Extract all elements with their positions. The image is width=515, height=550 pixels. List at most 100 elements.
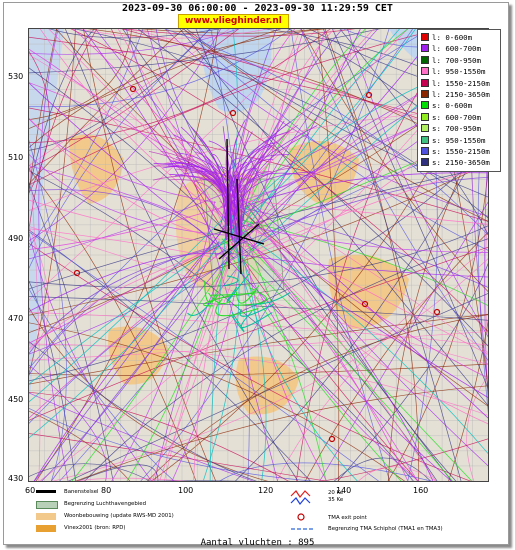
legend-swatch [421,33,429,41]
flight-track [209,208,229,487]
flight-track [298,23,494,297]
flight-track [212,462,451,487]
flight-track [23,337,272,487]
flight-track [235,285,260,304]
flight-track [223,275,239,287]
flight-track [240,310,273,328]
flight-tracks [0,2,515,513]
flight-track [226,205,494,427]
flight-track [23,77,235,259]
flight-track [23,313,494,386]
flight-track [178,23,494,253]
legend-label: l: 950-1550m [432,67,486,77]
flight-track [193,227,245,487]
flight-track [246,255,330,487]
flight-track [67,221,254,487]
flight-track [230,131,253,235]
flight-track [23,198,250,248]
flight-track [30,219,232,487]
flight-track [230,123,494,487]
flight-track [160,23,494,219]
chart-title: 2023-09-30 06:00:00 - 2023-09-30 11:29:5… [122,3,393,14]
flight-track [23,391,298,487]
x-tick-label: 140 [336,486,352,495]
tma-exit-point [365,91,373,99]
flight-track [237,130,250,234]
flight-track [233,171,315,216]
flight-track [23,321,412,487]
flight-track [23,23,133,121]
flight-track [23,228,386,487]
y-tick-label: 490 [8,234,24,243]
flight-track [249,241,411,487]
legend-label: s: 1550-2150m [432,147,490,156]
tma-exit-point [129,85,137,93]
flight-track [243,240,477,487]
flight-track [162,165,232,222]
tma-exit-point [229,109,237,117]
flight-track [245,23,340,233]
legend-item: s: 0-600m [421,101,472,111]
housing-area [69,134,124,204]
flight-track [60,23,494,337]
flight-track [23,23,190,190]
x-tick-label: 60 [25,486,36,495]
flight-track [23,142,494,383]
flight-track [23,23,252,55]
airport-boundary-swatch [36,501,58,509]
flight-track [231,311,245,333]
legend-swatch [421,112,429,121]
legend-item: l: 1550-2150m [421,78,490,89]
legend-swatch [421,55,429,64]
flight-track [23,205,229,251]
flight-track [58,23,293,39]
flight-track [175,171,245,221]
flight-track [298,23,494,368]
flight-track [236,133,310,243]
flight-track [23,210,248,443]
tma-boundary-icon [291,528,313,530]
flight-track [38,23,70,487]
legend-item: s: 1550-2150m [421,147,490,157]
flight-track [23,271,77,487]
map-grid [29,29,488,481]
flight-track [136,23,391,487]
flight-track [84,23,383,37]
flight-track [226,273,250,303]
x-tick-label: 160 [413,486,429,495]
flight-track [23,330,494,361]
legend-swatch [421,44,429,53]
legend-item: l: 2150-3650m [421,90,490,100]
flight-track [233,131,289,244]
flight-track [193,23,461,487]
flight-track [23,223,494,289]
flight-track [251,203,494,423]
flight-track [33,253,494,487]
flight-track [215,298,259,317]
flight-track [251,23,363,234]
legend-label: l: 0-600m [432,33,473,42]
flight-track [175,23,494,412]
runway-system [213,138,265,275]
flight-track [23,360,108,487]
legend-swatch [421,158,429,167]
legend-item: s: 950-1550m [421,135,485,146]
tma-exit-point [73,269,81,277]
flight-track [208,140,243,232]
flight-track [23,23,463,188]
flight-track [23,226,316,487]
flight-track [229,221,494,253]
flight-track [36,23,222,217]
site-badge[interactable]: www.vlieghinder.nl [178,14,289,29]
legend-swatch [421,78,429,87]
legend-item: s: 2150-3650m [421,158,490,168]
flight-track [23,23,402,74]
flight-track [23,106,494,224]
y-tick-label: 530 [8,72,24,81]
flight-track [49,23,494,223]
flight-track [23,23,224,244]
map-legend: Banenstelsel Begrenzing Luchthavengebied… [28,486,488,538]
tma-exit-points [73,85,441,443]
flight-track [328,457,436,487]
flight-track [237,219,328,487]
